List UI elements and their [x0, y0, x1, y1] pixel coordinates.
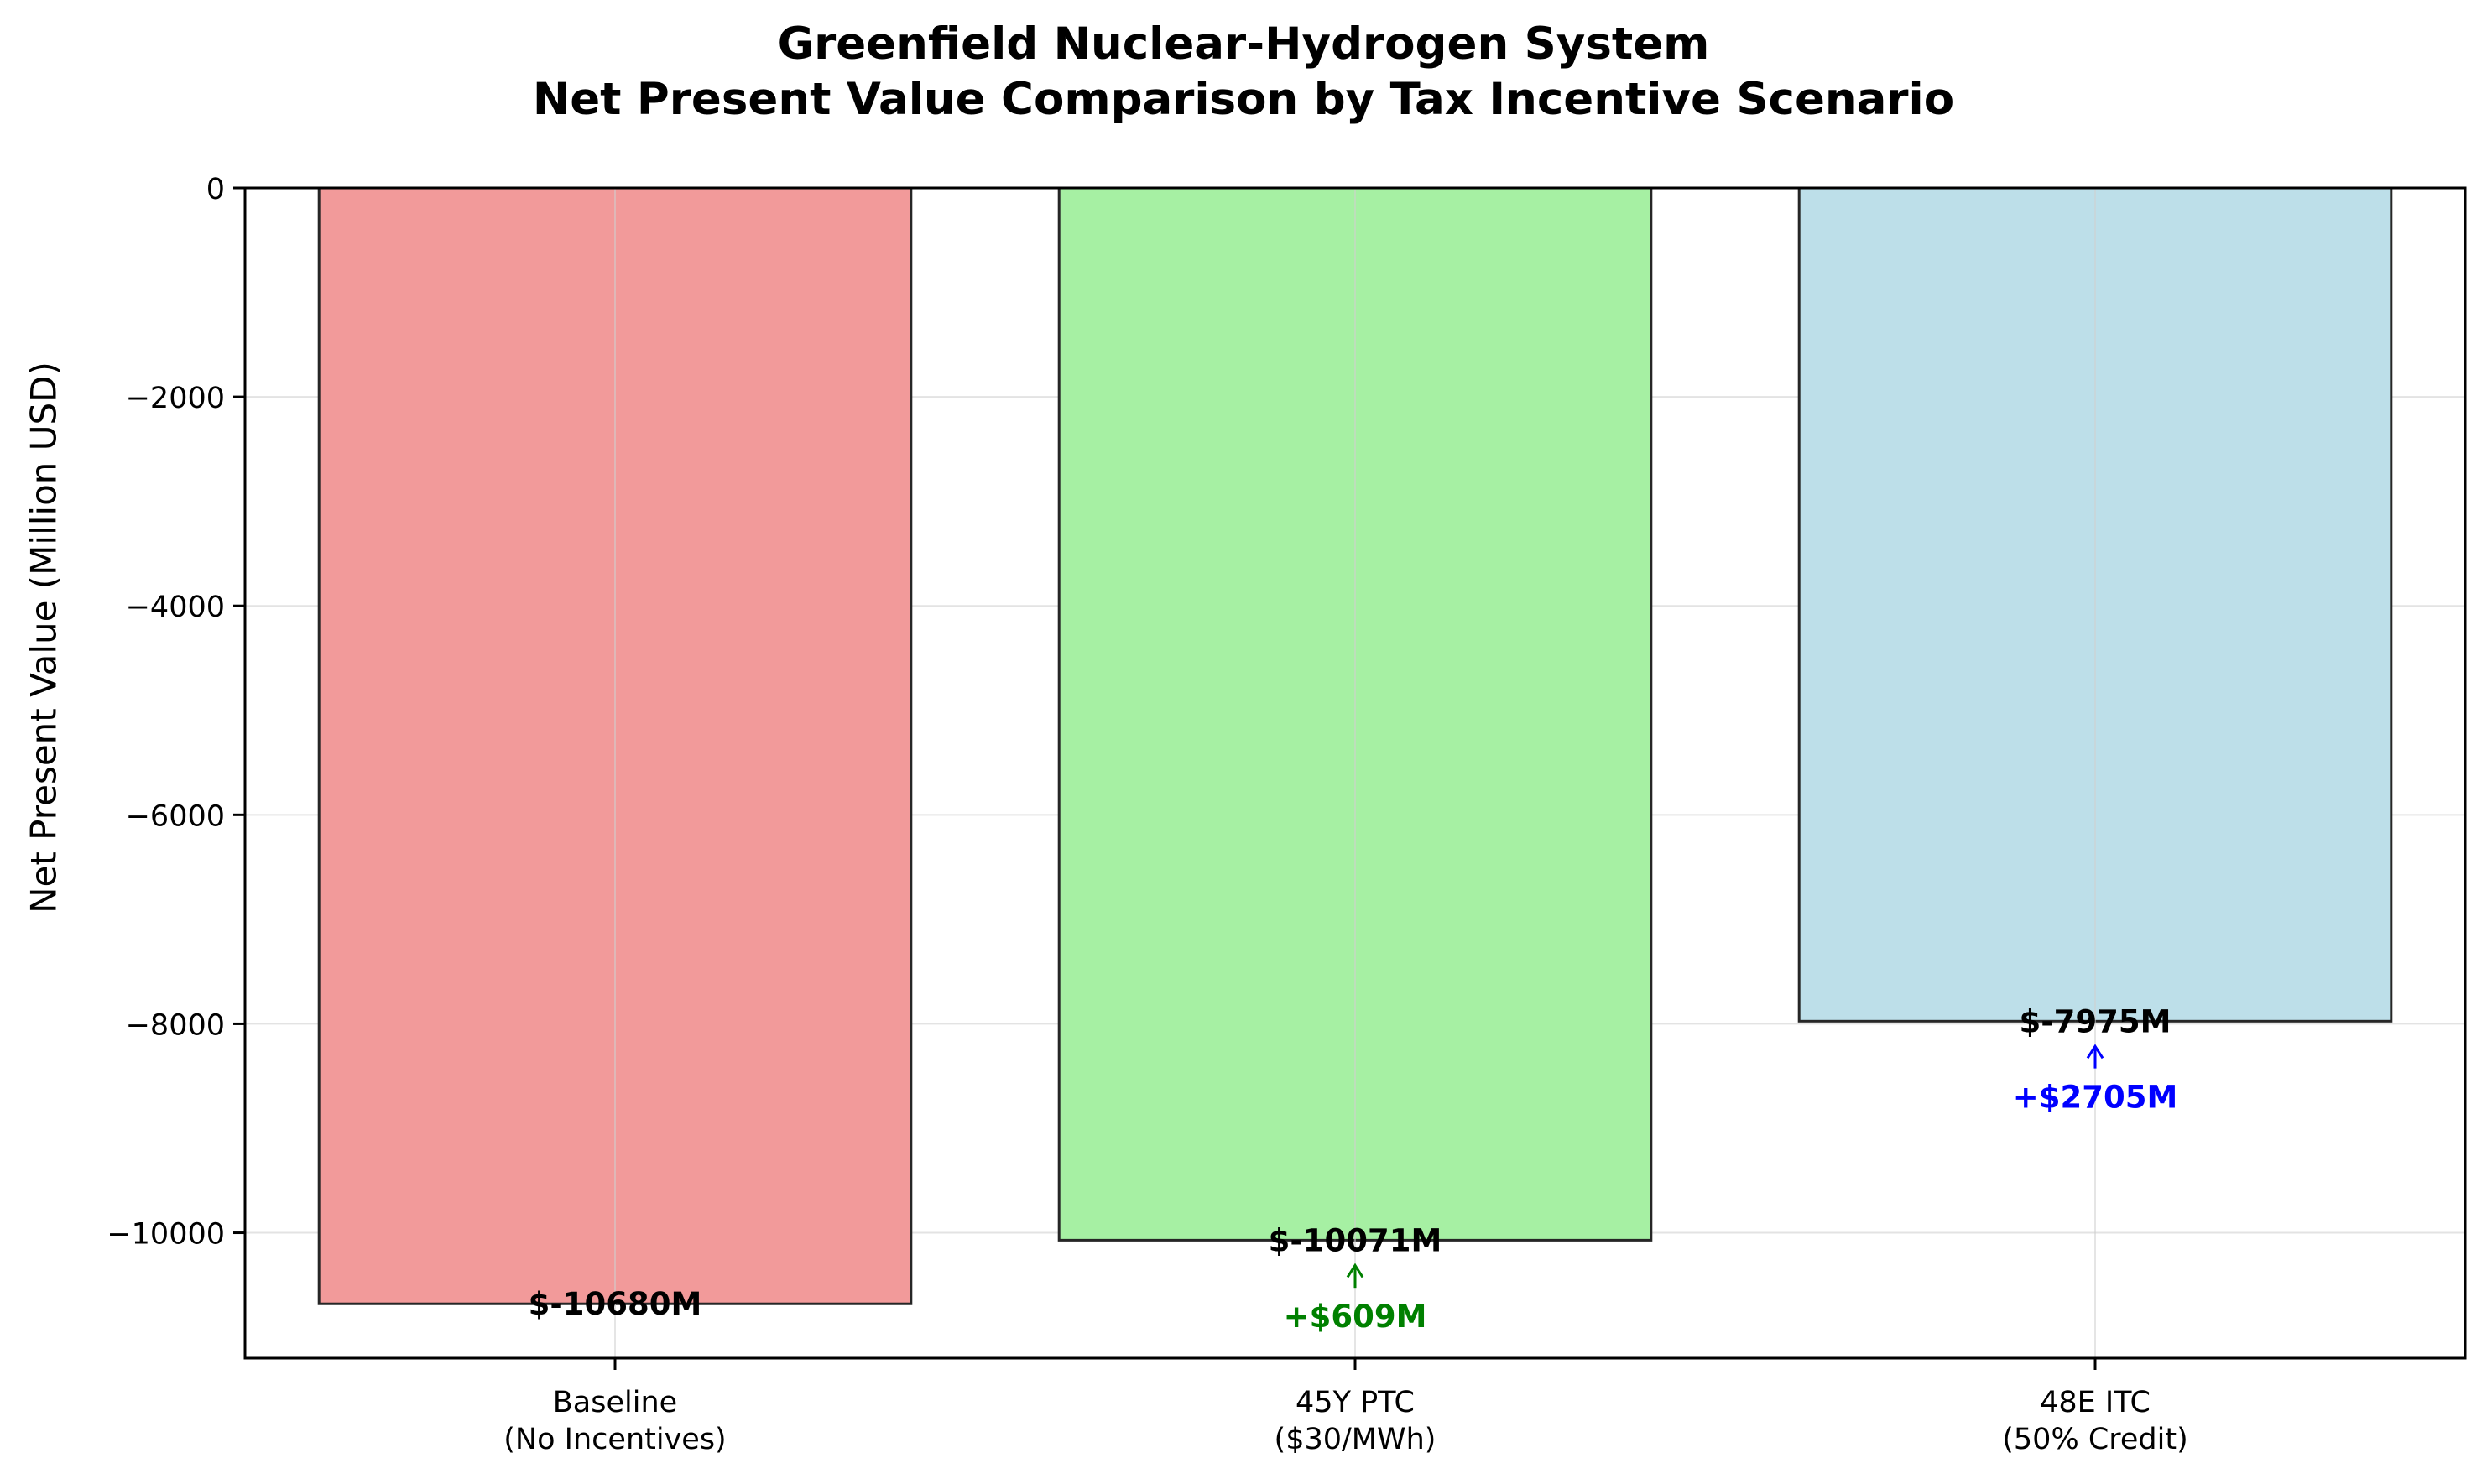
y-tick-label: −6000	[126, 799, 225, 833]
value-label-0: $-10680M	[529, 1286, 702, 1322]
x-tick-label-line2: (No Incentives)	[503, 1423, 726, 1456]
improvement-arrowhead-1	[1346, 1263, 1364, 1278]
chart-title-line1: Greenfield Nuclear-Hydrogen System	[777, 18, 1710, 70]
value-label-1: $-10071M	[1269, 1222, 1442, 1258]
improvement-arrowhead-2	[2086, 1044, 2104, 1060]
y-tick-label: −2000	[126, 382, 225, 415]
y-tick-label: −4000	[126, 591, 225, 624]
x-tick-label-line1: Baseline	[553, 1386, 677, 1419]
label-layer: $-10680M $-10071M $-7975M +$609M +$2705M	[529, 188, 2178, 1358]
improvement-label-2: +$2705M	[2013, 1080, 2178, 1116]
y-tick-label: −10000	[107, 1218, 225, 1252]
x-tick-label-line2: (50% Credit)	[2002, 1423, 2187, 1456]
x-tick-label-line2: ($30/MWh)	[1275, 1423, 1436, 1456]
y-tick-label: −8000	[126, 1008, 225, 1042]
axis-layer: 0 −2000 −4000 −6000 −8000 −10000 Baseline (No I…	[107, 173, 2467, 1456]
x-tick-label-line1: 45Y PTC	[1296, 1386, 1415, 1419]
value-label-2: $-7975M	[2020, 1003, 2172, 1039]
x-tick-label-line1: 48E ITC	[2040, 1386, 2151, 1419]
chart-title-line2: Net Present Value Comparison by Tax Ince…	[532, 74, 1955, 125]
y-tick-label: 0	[206, 173, 225, 206]
chart-title: Greenfield Nuclear-Hydrogen System Net P…	[0, 17, 2487, 128]
improvement-label-1: +$609M	[1284, 1299, 1427, 1335]
